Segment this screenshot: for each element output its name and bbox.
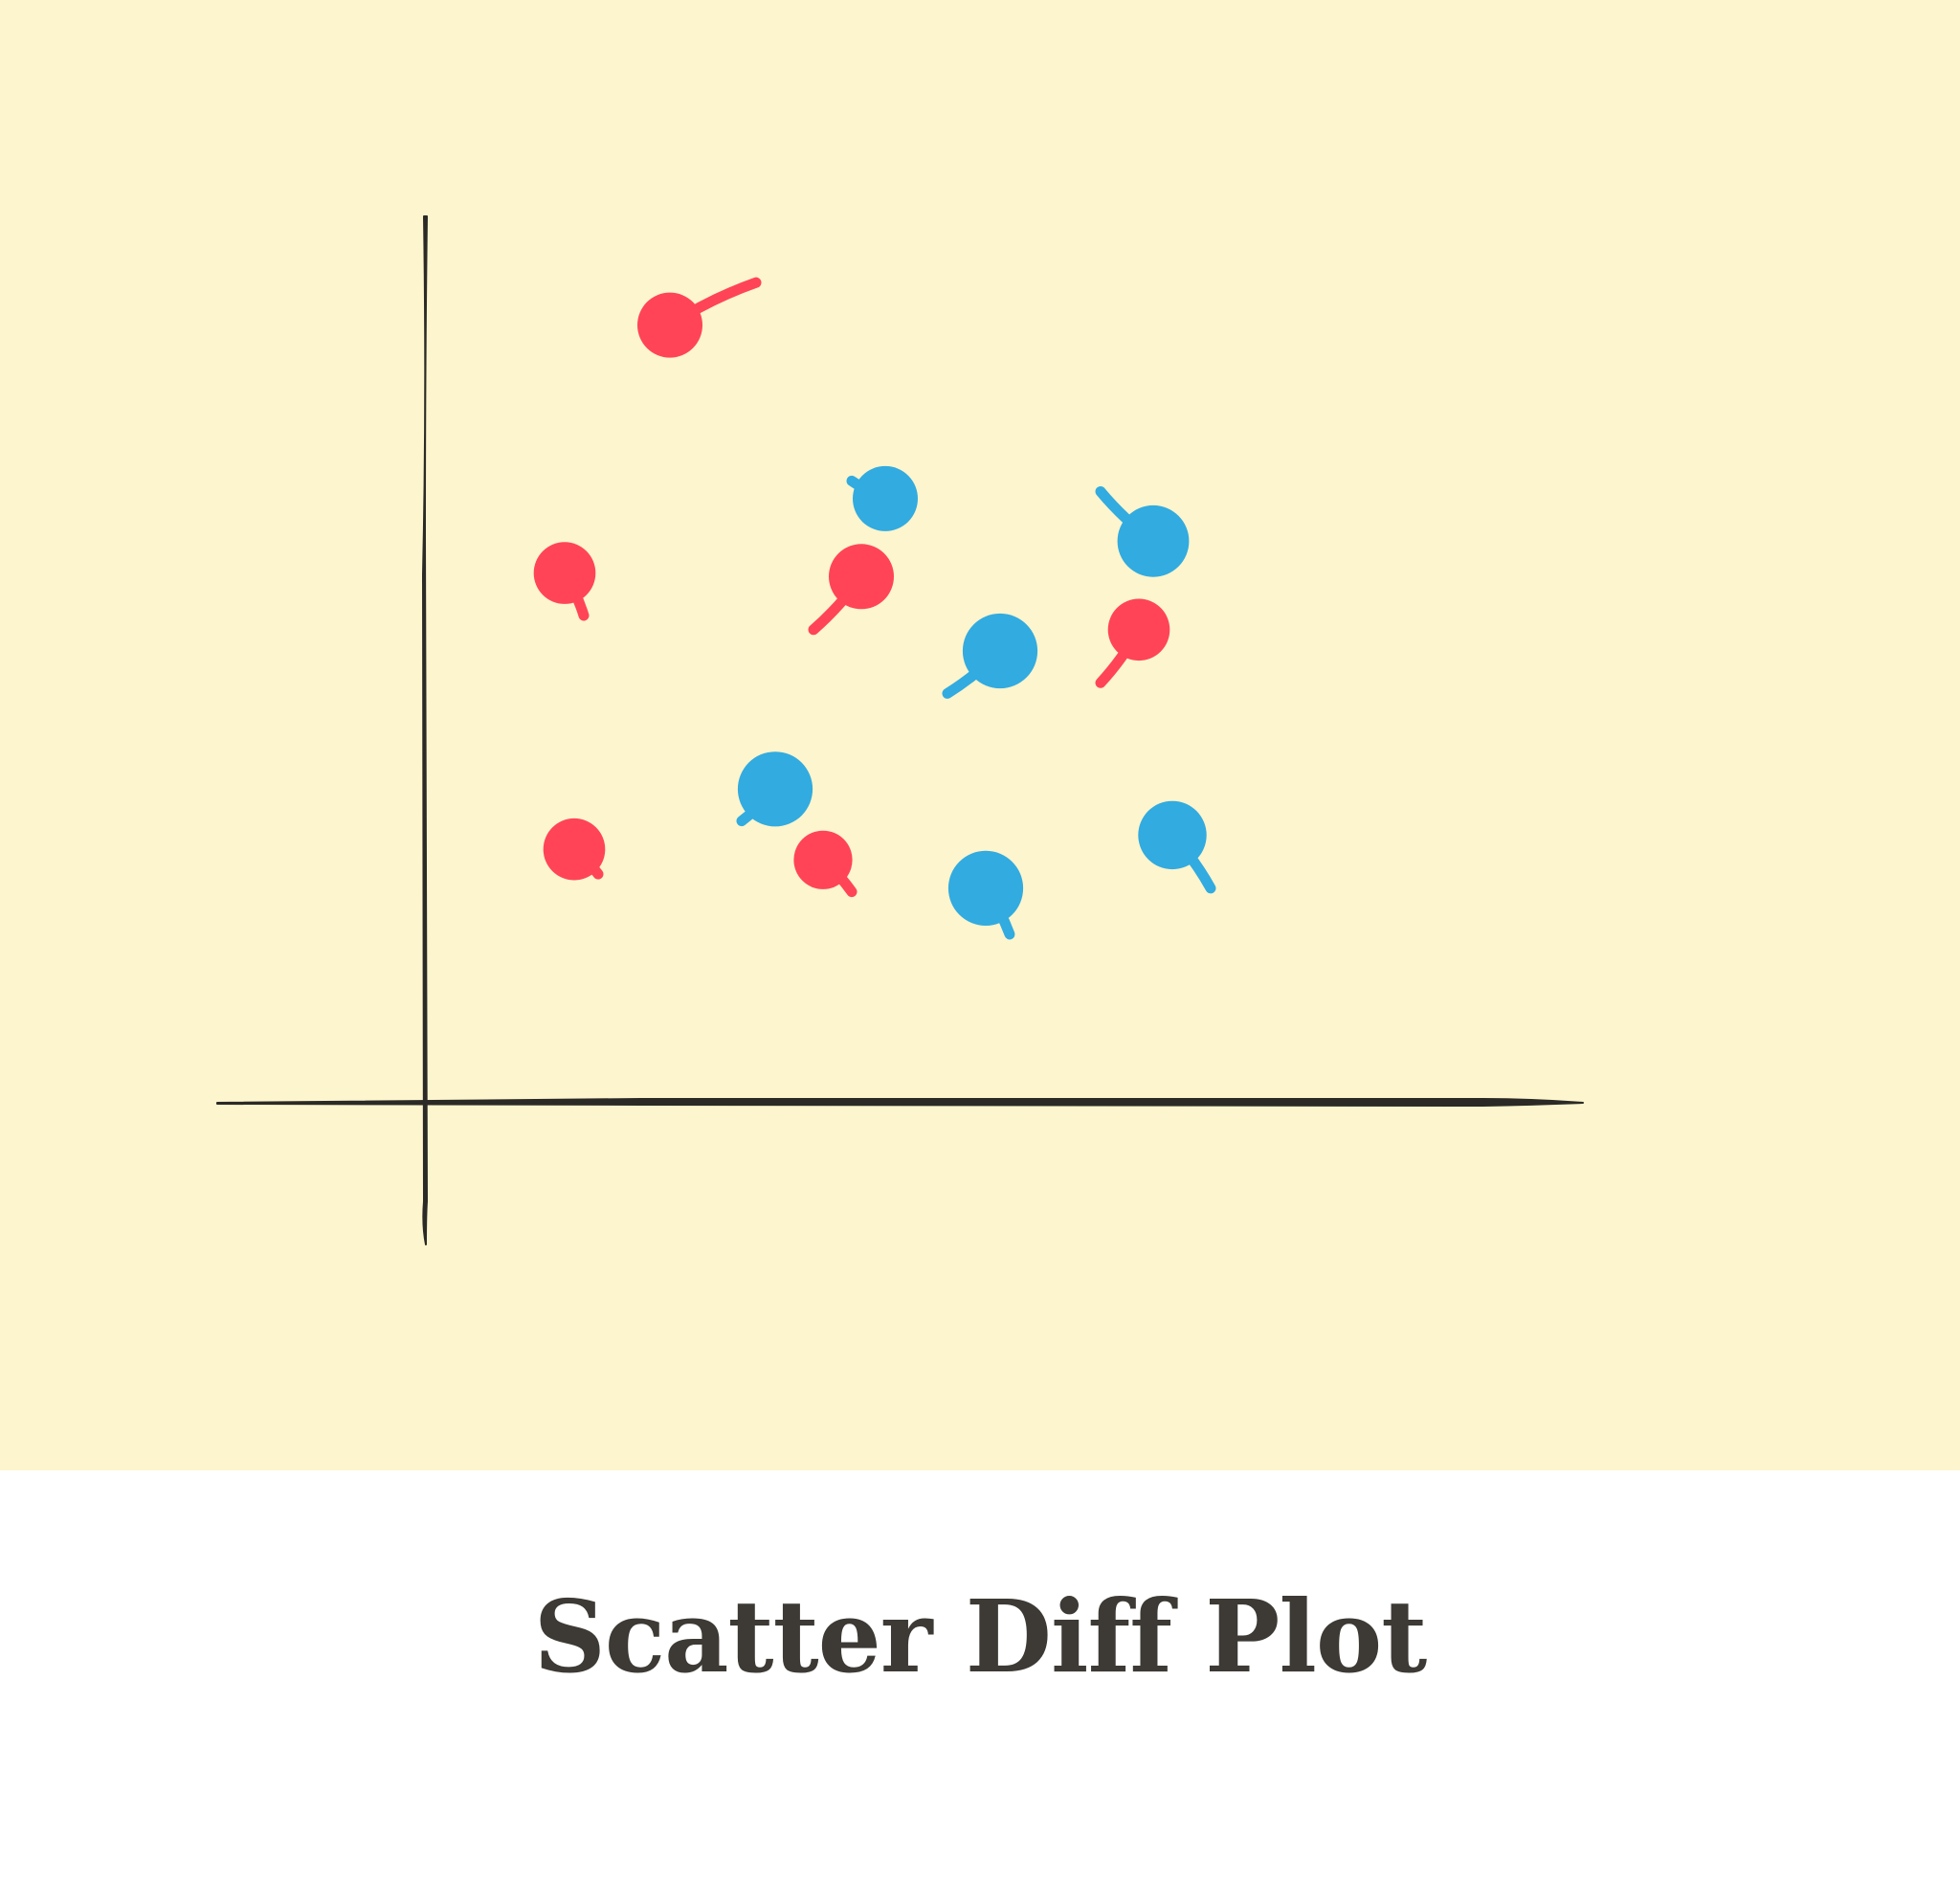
red-point-5 xyxy=(543,818,606,881)
blue-point-6 xyxy=(947,850,1024,927)
blue-point-1 xyxy=(853,465,918,531)
blue-point-5 xyxy=(1138,800,1207,870)
red-point-1 xyxy=(637,292,702,358)
red-point-4 xyxy=(1107,598,1170,661)
y-axis-line xyxy=(422,215,428,1245)
chart-caption: Scatter Diff Plot xyxy=(533,1578,1428,1695)
x-axis-line xyxy=(216,1098,1584,1107)
red-point-2 xyxy=(533,542,596,604)
plot-panel xyxy=(0,0,1960,1470)
marks-layer xyxy=(533,277,1216,940)
scatter-diff-chart xyxy=(216,215,1584,1245)
red-point-6 xyxy=(793,830,853,889)
red-point-3 xyxy=(829,544,894,610)
blue-point-2 xyxy=(1117,504,1190,577)
blue-point-4 xyxy=(737,751,813,827)
blue-point-3 xyxy=(962,613,1038,689)
